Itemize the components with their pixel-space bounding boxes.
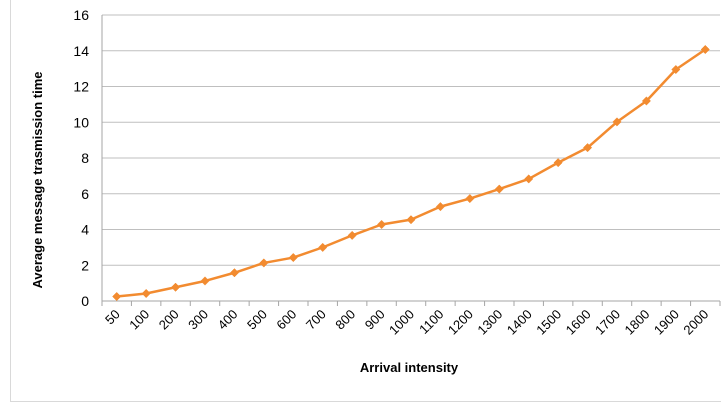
data-point-marker	[641, 96, 651, 106]
gridlines	[102, 14, 720, 266]
x-axis-title: Arrival intensity	[360, 360, 459, 375]
y-tick-label: 0	[81, 293, 89, 309]
data-point-marker	[553, 158, 563, 168]
y-tick-label: 4	[81, 222, 89, 238]
series-layer	[112, 44, 710, 302]
data-point-marker	[259, 258, 269, 268]
data-point-marker	[318, 242, 328, 252]
data-point-marker	[377, 219, 387, 230]
data-point-marker	[671, 64, 681, 75]
y-tick-label: 12	[73, 79, 89, 95]
y-tick-label: 8	[81, 150, 89, 166]
data-point-marker	[288, 253, 298, 263]
y-axis-title: Average message trasmission time	[30, 71, 45, 288]
y-tick-label: 2	[81, 257, 89, 273]
data-point-marker	[494, 184, 504, 194]
data-point-marker	[229, 268, 239, 278]
data-point-marker	[524, 174, 534, 184]
data-point-marker	[465, 194, 475, 204]
data-point-marker	[612, 117, 622, 127]
data-point-marker	[141, 288, 151, 299]
data-point-marker	[583, 143, 593, 153]
chart-border	[10, 0, 721, 402]
data-point-marker	[171, 282, 181, 292]
y-tick-label: 14	[73, 43, 89, 59]
y-tick-label: 10	[73, 114, 89, 130]
y-tick-label: 6	[81, 186, 89, 202]
data-point-marker	[700, 44, 710, 55]
data-point-marker	[435, 202, 445, 212]
data-point-marker	[200, 276, 210, 286]
data-point-marker	[406, 215, 416, 225]
data-point-marker	[112, 291, 122, 302]
data-point-marker	[347, 230, 357, 240]
y-tick-label: 16	[73, 7, 89, 23]
y-axis-ticks: 0 2 4 6 8 10 12 14 16	[73, 7, 89, 309]
